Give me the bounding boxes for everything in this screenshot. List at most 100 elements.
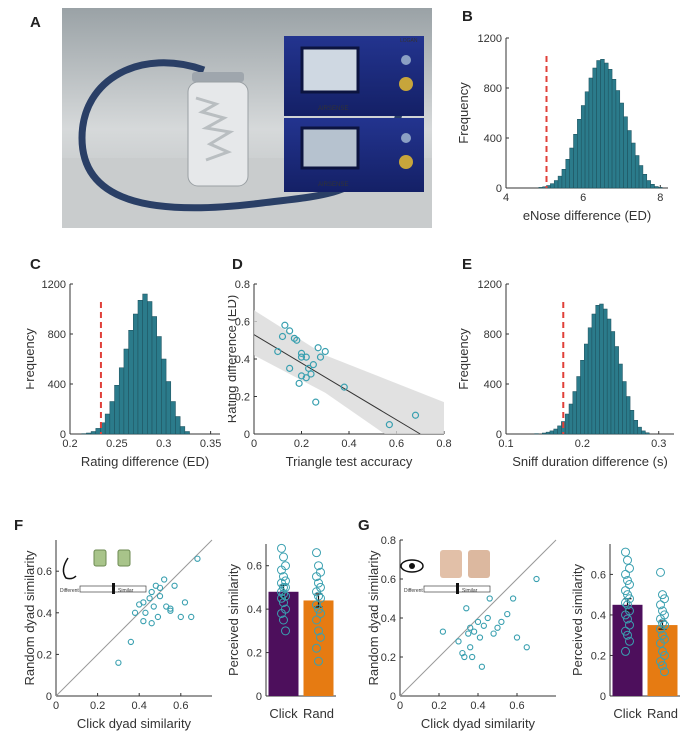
participant-point <box>621 547 630 557</box>
x-tick-label: 0.4 <box>470 700 485 712</box>
panel-b-histogram: 4 6 8 0 400 800 1200 eNose difference (ED) Frequ… <box>458 33 668 223</box>
data-point <box>286 327 294 335</box>
participant-point <box>623 630 632 640</box>
participant-point <box>623 614 632 624</box>
identity-line <box>55 539 213 697</box>
participant-point <box>656 657 665 667</box>
participant-point <box>279 572 288 582</box>
data-point <box>140 617 147 625</box>
y-axis-label: Random dyad similarity <box>366 550 381 686</box>
histogram-bar <box>631 142 636 189</box>
participant-point <box>658 661 667 671</box>
participant-point <box>314 591 323 601</box>
histogram-bar <box>658 187 663 189</box>
participant-point <box>625 563 634 573</box>
y-tick-label: 0.6 <box>381 574 396 586</box>
data-point <box>478 663 486 670</box>
data-point <box>177 613 184 621</box>
participant-point <box>277 593 286 603</box>
data-point <box>455 638 462 645</box>
histogram-bar <box>156 336 162 435</box>
histogram-bar <box>600 59 605 189</box>
participant-point <box>314 561 323 571</box>
histogram-bar <box>165 381 172 435</box>
histogram-bar <box>179 426 186 435</box>
rating-scale-right-label: Similar <box>118 588 134 594</box>
histogram-bar <box>542 432 547 435</box>
participant-point <box>656 600 665 610</box>
histogram-bar <box>147 301 153 435</box>
panel-g-barchart: 0 0.2 0.4 0.6 Perceived similarity Click Rand <box>570 544 680 721</box>
panel-letter-a: A <box>30 14 41 31</box>
histogram-bar <box>604 62 609 189</box>
confidence-band <box>254 310 444 434</box>
x-axis-label: Triangle test accuracy <box>286 454 413 469</box>
panel-e-histogram: 0.1 0.2 0.3 0 400 800 1200 Sniff duration diffe… <box>458 279 674 469</box>
histogram-bar <box>642 174 648 189</box>
y-tick-label: 0.8 <box>235 279 250 291</box>
y-axis-label: Perceived similarity <box>226 564 241 676</box>
data-point <box>467 644 474 651</box>
participant-point <box>316 632 325 642</box>
x-tick-label: 8 <box>657 192 663 204</box>
data-point <box>504 610 511 618</box>
airsense-device-top: LOGAN AIRSENSE <box>284 36 424 116</box>
panel-letter-g: G <box>358 517 370 534</box>
data-point <box>140 599 147 606</box>
histogram-bar <box>641 430 646 435</box>
data-point <box>509 595 517 602</box>
airsense-device-bottom: AIRSENSE <box>284 118 424 192</box>
histogram-bar <box>584 343 589 435</box>
histogram-bar <box>538 187 543 189</box>
jar-icon <box>117 549 131 567</box>
data-point <box>281 321 289 329</box>
panel-c-histogram: 0.2 0.25 0.3 0.35 0 400 800 1200 Rating differen… <box>26 279 221 469</box>
histogram-bar <box>607 69 613 189</box>
x-axis-label: Click dyad similarity <box>77 716 192 731</box>
data-point <box>167 605 174 612</box>
histogram-bar <box>569 147 574 189</box>
y-tick-label: 800 <box>484 329 502 341</box>
data-point <box>142 609 149 616</box>
nose-icon <box>62 557 77 580</box>
y-axis-label: Rating difference (ED) <box>228 295 239 423</box>
data-point <box>476 634 484 641</box>
data-point <box>312 398 320 406</box>
panel-letter-c: C <box>30 256 41 273</box>
data-point <box>194 555 201 562</box>
svg-text:LOGAN: LOGAN <box>400 38 418 44</box>
histogram-bar <box>95 428 101 435</box>
data-point <box>490 630 497 637</box>
data-point <box>131 609 139 616</box>
histogram-bar <box>650 184 655 189</box>
y-tick-label: 0.2 <box>381 652 396 664</box>
histogram-bar <box>622 381 627 435</box>
histogram-bar <box>595 305 600 435</box>
x-axis-label: Click dyad similarity <box>421 716 536 731</box>
histogram-bar <box>109 401 115 435</box>
histogram-bar <box>596 60 601 189</box>
y-tick-label: 0.4 <box>381 613 396 625</box>
participant-point <box>277 565 286 575</box>
data-point <box>467 624 474 631</box>
x-tick-label: 0 <box>53 700 59 712</box>
participant-point <box>621 646 630 656</box>
y-tick-label: 0.4 <box>247 604 262 616</box>
data-point <box>307 370 315 378</box>
data-point <box>295 379 303 387</box>
enose-setup-photo: LOGAN AIRSENSE AIRSENSE <box>62 8 432 228</box>
jar-icon <box>93 549 107 567</box>
y-axis-label: Frequency <box>458 82 471 144</box>
svg-text:AIRSENSE: AIRSENSE <box>318 106 348 112</box>
rating-scale-left-label: Different <box>60 588 79 594</box>
bar-category-label: Rand <box>647 706 678 721</box>
participant-point <box>314 578 323 588</box>
histogram-bar <box>564 413 570 435</box>
y-tick-label: 0.4 <box>37 608 52 620</box>
data-point <box>309 361 317 369</box>
x-tick-label: 0.2 <box>575 438 590 450</box>
identity-line <box>399 539 557 697</box>
data-point <box>181 599 189 606</box>
y-tick-label: 1200 <box>478 33 502 45</box>
participant-point <box>656 567 665 577</box>
